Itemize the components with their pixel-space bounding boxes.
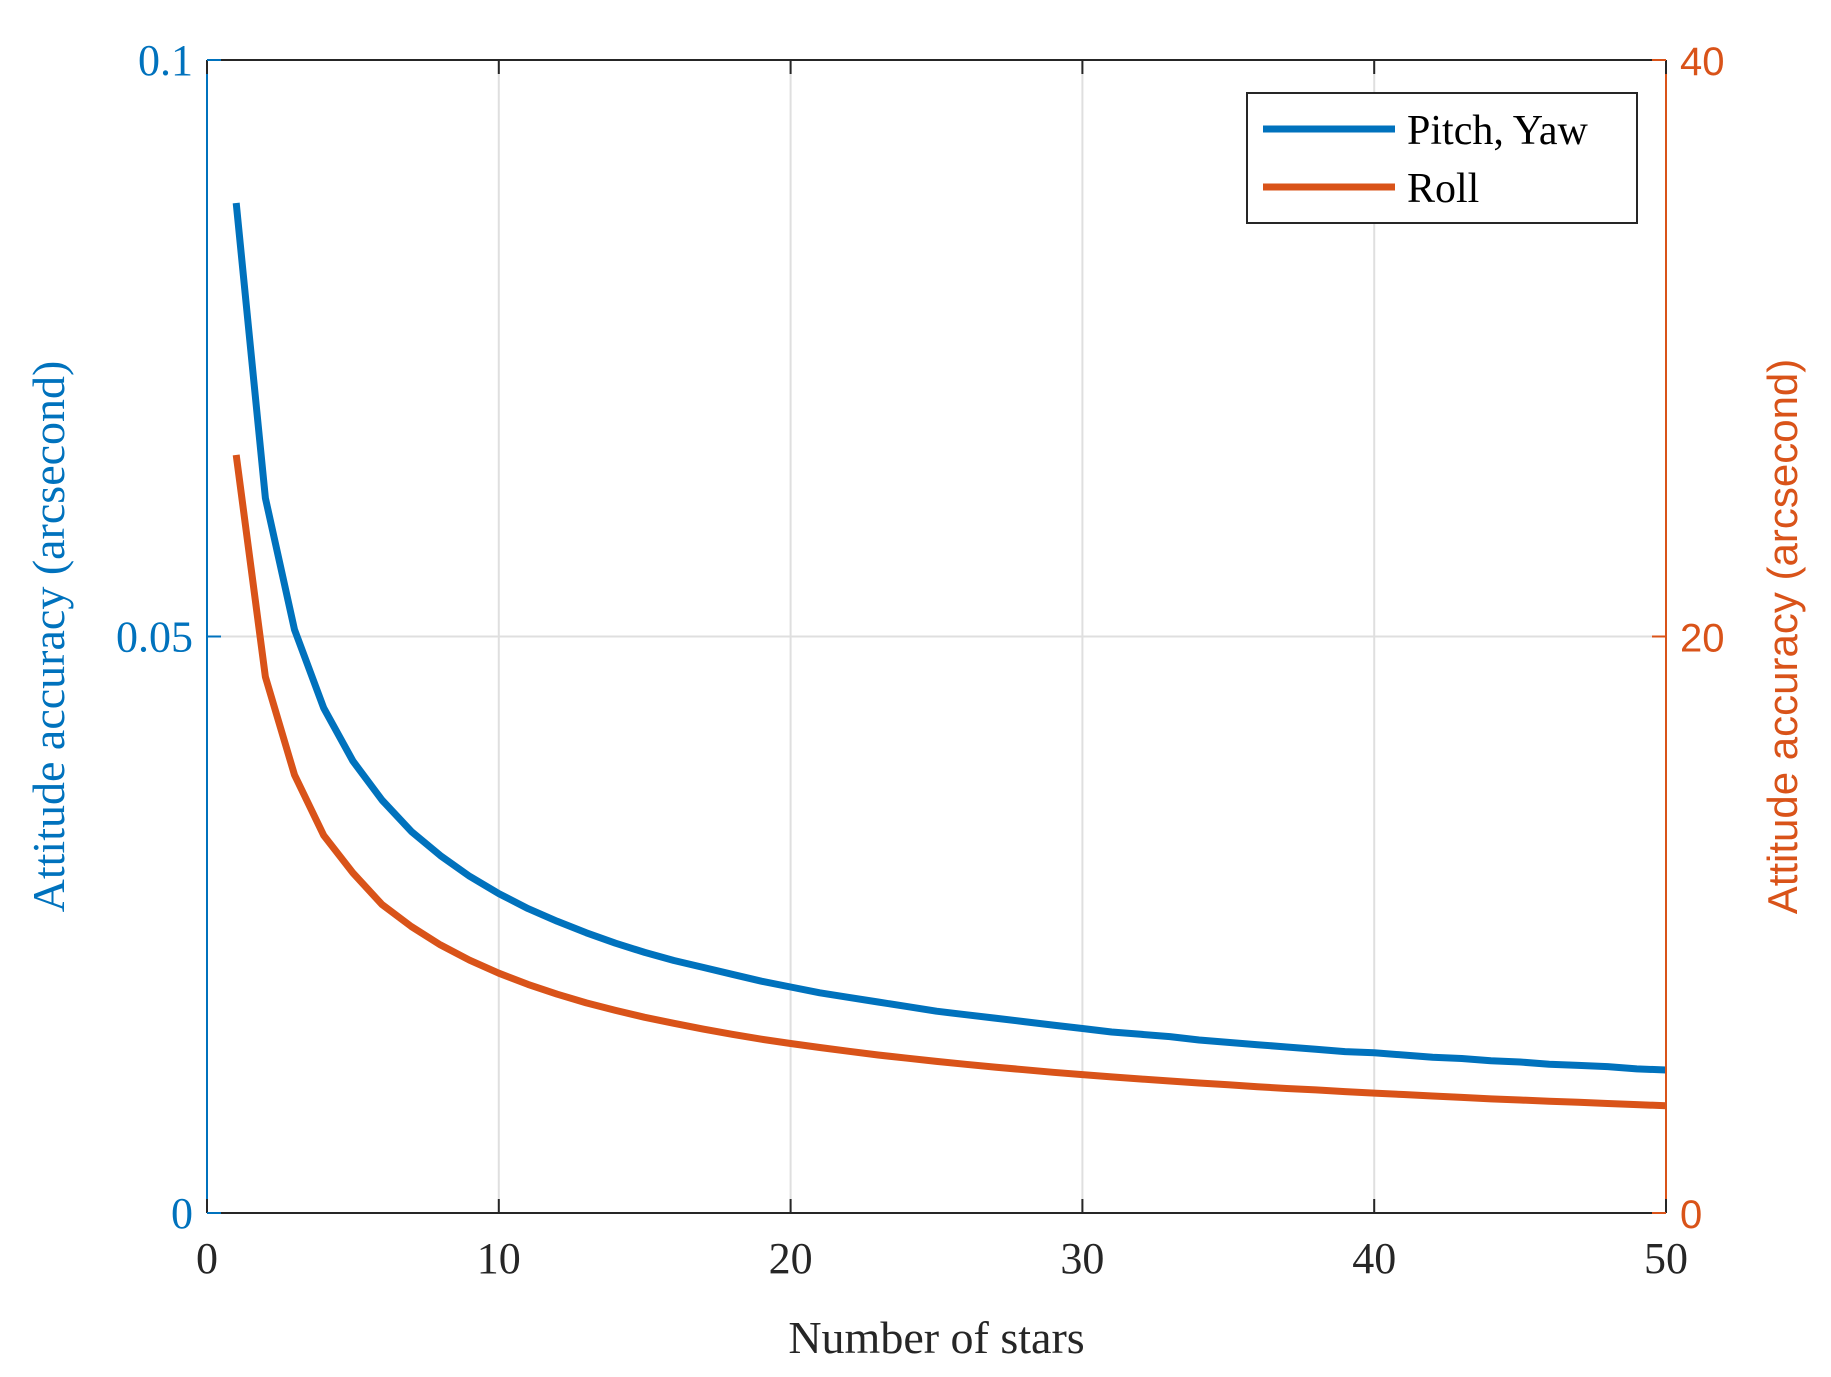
y-tick-label-left: 0 — [171, 1189, 193, 1238]
y-tick-label-left: 0.1 — [138, 36, 193, 85]
x-tick-label: 0 — [196, 1234, 218, 1283]
grid-lines — [207, 60, 1666, 1213]
x-tick-label: 30 — [1060, 1234, 1104, 1283]
axes — [206, 59, 1667, 1214]
series-lines — [232, 202, 1667, 1110]
y-tick-label-right: 40 — [1680, 40, 1725, 84]
y-tick-label-left: 0.05 — [116, 613, 193, 662]
series-line-roll — [232, 454, 1667, 1110]
x-tick-label: 50 — [1644, 1234, 1688, 1283]
y-axis-right-label: Attitude accuracy (arcsecond) — [1759, 359, 1806, 915]
series-line-pitch-yaw — [232, 202, 1667, 1074]
x-axis-label: Number of stars — [788, 1312, 1084, 1363]
legend-label-pitch-yaw: Pitch, Yaw — [1407, 108, 1589, 154]
y-tick-label-right: 0 — [1680, 1193, 1702, 1237]
legend-label-roll: Roll — [1407, 166, 1479, 212]
y-tick-label-right: 20 — [1680, 617, 1725, 661]
legend-box — [1246, 92, 1638, 224]
x-tick-label: 40 — [1352, 1234, 1396, 1283]
x-tick-label: 10 — [477, 1234, 521, 1283]
legend: Pitch, Yaw Roll — [1246, 92, 1638, 224]
y-axis-left-label: Attitude accuracy (arcsecond) — [23, 361, 74, 913]
x-tick-label: 20 — [769, 1234, 813, 1283]
